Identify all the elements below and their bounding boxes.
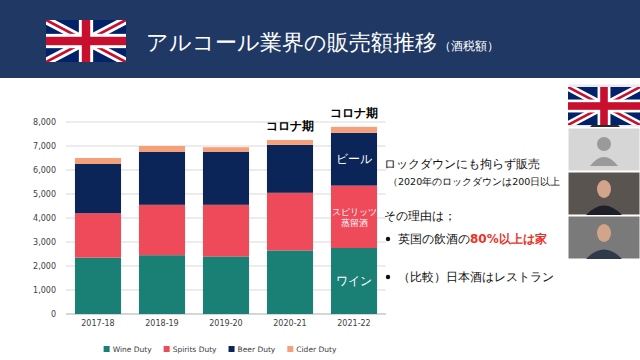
flag-blue [46, 20, 126, 62]
video-tile [568, 84, 640, 127]
person-face [597, 224, 611, 242]
legend-swatch [104, 346, 110, 352]
video-bg [568, 84, 640, 127]
bullet-part: 80%以上は家 [470, 232, 547, 246]
segment-label-line: ワイン [336, 274, 372, 288]
bar-segment [203, 152, 249, 205]
bar-segment [331, 127, 377, 133]
flag-saltire-red [568, 87, 640, 125]
y-tick-label: 4,000 [33, 214, 56, 223]
flag-blue [568, 87, 640, 125]
segment-label-line: ビール [336, 152, 372, 166]
segment-label: ワイン [336, 274, 372, 288]
segment-label-line: 蒸留酒 [341, 218, 368, 228]
legend: Wine Duty Spirits Duty Beer Duty Cider Duty [104, 345, 337, 354]
x-tick-label: 2019-20 [209, 319, 242, 328]
bullet-part: 英国の飲酒の [398, 232, 470, 246]
bar-segment [203, 205, 249, 257]
legend-label: Cider Duty [296, 345, 337, 354]
y-tick-label: 0 [51, 310, 56, 319]
bullet-dot [386, 237, 390, 241]
page: アルコール業界の販売額推移（酒税額） 0 1,000 2,000 3,000 4,000 5… [0, 0, 640, 360]
grid-line [66, 122, 386, 123]
flag-body [46, 20, 126, 62]
legend-label: Wine Duty [113, 345, 153, 354]
bar-segment [267, 140, 313, 145]
bar-segment [203, 147, 249, 152]
bar-segment [331, 186, 377, 248]
x-tick-label: 2021-22 [337, 319, 370, 328]
segment-label: ビール [336, 152, 372, 166]
legend-swatch [229, 346, 235, 352]
legend-swatch [287, 346, 293, 352]
slide-title: アルコール業界の販売額推移 [146, 30, 437, 55]
legend-label: Beer Duty [238, 345, 276, 354]
bar-segment [75, 213, 121, 257]
y-tick-label: 6,000 [33, 166, 56, 175]
y-tick-label: 3,000 [33, 238, 56, 247]
flag-saltire-white [46, 20, 126, 62]
video-tile [568, 128, 640, 171]
x-tick-label: 2018-19 [145, 319, 178, 328]
bar-segment [139, 255, 185, 314]
bullet-part: （比較）日本酒はレストラン [398, 270, 554, 284]
y-tick-label: 7,000 [33, 142, 56, 151]
video-tile [568, 216, 640, 259]
slide-bg [0, 0, 640, 360]
bar-segment [75, 258, 121, 314]
person-face [597, 180, 611, 198]
video-bg [568, 172, 640, 215]
bar-segment [203, 256, 249, 314]
bullet-dot [386, 275, 390, 279]
body-text: ロックダウンにも拘らず販売 [384, 157, 540, 171]
tile-flag [568, 87, 640, 125]
legend-label: Spirits Duty [173, 345, 217, 354]
header-flag [46, 20, 126, 62]
video-bg [568, 128, 640, 171]
bar-segment [267, 193, 313, 251]
flag-saltire-red [46, 20, 126, 62]
x-tick-label: 2017-18 [81, 319, 114, 328]
bar-segment [75, 164, 121, 213]
avatar-body [590, 157, 618, 166]
flag-saltire-white [568, 87, 640, 125]
video-bg [568, 216, 640, 259]
video-tile [568, 172, 640, 215]
slide-subtitle: （酒税額） [439, 39, 499, 53]
legend-swatch [164, 346, 170, 352]
bar-segment [139, 146, 185, 152]
bars [75, 127, 377, 314]
bar-segment [331, 133, 377, 186]
bullet-text: 英国の飲酒の80%以上は家 [398, 232, 547, 246]
bar-segment [139, 205, 185, 255]
y-tick-label: 5,000 [33, 190, 56, 199]
person-body [586, 206, 622, 216]
y-tick-label: 2,000 [33, 262, 56, 271]
bar-segment [331, 248, 377, 314]
bar-segment [267, 145, 313, 193]
body-text: その理由は； [384, 209, 456, 223]
flag-body [568, 87, 640, 125]
body-text: （2020年のロックダウンは200日以上 [388, 176, 560, 187]
flag-cross-red [46, 37, 126, 45]
bar-segment [139, 152, 185, 205]
y-tick-label: 1,000 [33, 286, 56, 295]
segment-label: スピリッツ蒸留酒 [332, 207, 377, 228]
bullet-text: （比較）日本酒はレストラン [398, 270, 554, 284]
annotation: コロナ期 [266, 119, 314, 133]
bar-segment [75, 158, 121, 164]
flag-cross-red [568, 102, 640, 110]
header-bar [0, 0, 640, 78]
segment-label-line: スピリッツ [332, 207, 377, 217]
bar-segment [267, 250, 313, 314]
x-tick-label: 2020-21 [273, 319, 306, 328]
avatar-head [597, 137, 611, 151]
annotation: コロナ期 [330, 106, 378, 120]
y-tick-label: 8,000 [33, 118, 56, 127]
person-body [586, 250, 622, 260]
